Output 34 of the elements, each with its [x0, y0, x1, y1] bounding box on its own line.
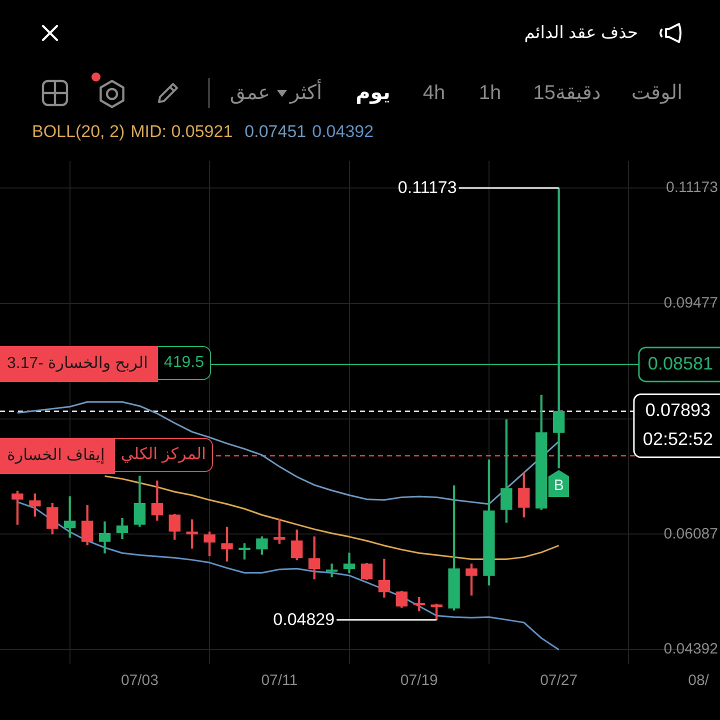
y-tick-label: 0.11173: [666, 179, 718, 196]
text: 15دقيقة: [533, 81, 601, 106]
chart-title: حذف عقد الدائم: [524, 22, 638, 44]
annotation: المركز الكلي: [114, 438, 213, 472]
candlestick: [186, 519, 198, 549]
text: 1h: [478, 81, 502, 106]
annotation: 0.04829: [273, 608, 335, 631]
annotation: 0.11173: [398, 177, 457, 200]
annotation: B: [548, 470, 570, 497]
y-tick-label: 0.09477: [664, 294, 718, 312]
text: أكثر: [290, 79, 322, 106]
y-tick-label: 0.06087: [664, 525, 718, 542]
candlestick: [274, 518, 286, 544]
text: 4h: [422, 81, 446, 106]
text: عمق: [230, 81, 270, 106]
x-tick-label: 07/03: [120, 672, 158, 690]
annotation: إيقاف الخسارة: [0, 438, 115, 474]
text: يوم: [356, 81, 390, 106]
candlestick: [221, 526, 233, 562]
annotation: 02:52:52: [642, 429, 714, 450]
annotation: الربح والخسارة -3.17: [0, 346, 158, 382]
annotation: 419.5: [158, 346, 211, 380]
text: MID: 0.05921: [130, 122, 233, 141]
y-tick-label: 0.04392: [664, 640, 718, 658]
text: الوقت: [631, 81, 683, 106]
text: 0.04392: [312, 122, 374, 141]
annotation: 0.08581: [648, 353, 714, 374]
x-tick-label: 07/19: [400, 672, 438, 690]
annotation: 0.07893: [645, 400, 711, 420]
legend-title: BOLL(20, 2): [32, 122, 125, 141]
x-tick-label: 07/27: [540, 672, 578, 690]
x-tick-label: 07/11: [261, 672, 298, 690]
text: 0.07451: [244, 122, 306, 141]
x-tick-label: 08/: [688, 672, 710, 690]
